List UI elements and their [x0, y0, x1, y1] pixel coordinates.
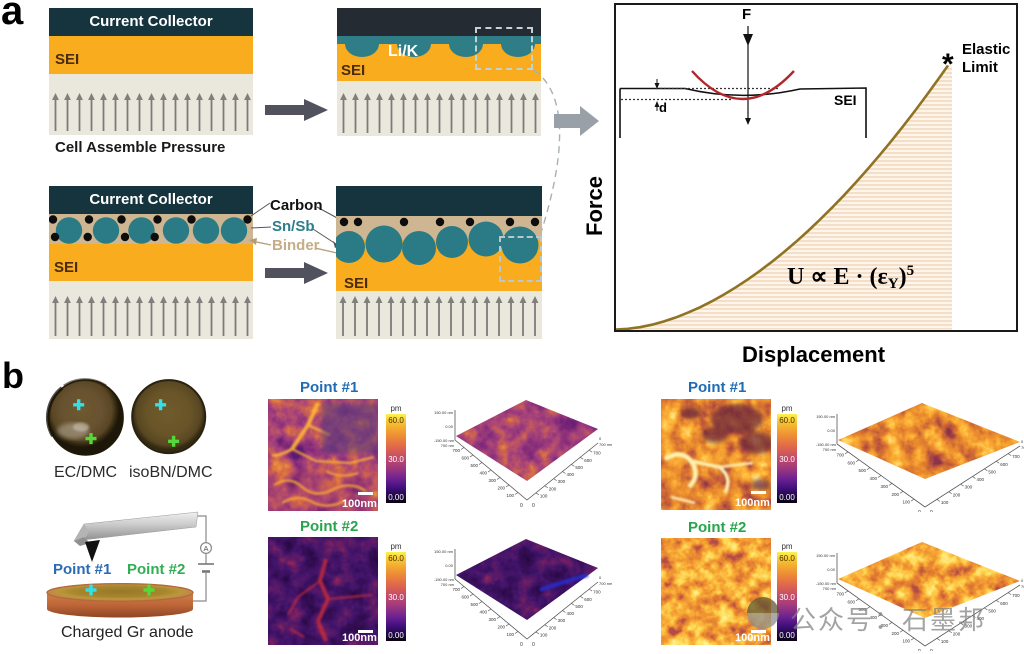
svg-text:0: 0 [1021, 439, 1024, 444]
svg-text:700: 700 [836, 452, 844, 457]
svg-text:500: 500 [575, 604, 583, 609]
svg-text:700 nm: 700 nm [441, 443, 455, 448]
svg-text:0: 0 [532, 503, 535, 509]
svg-text:0: 0 [918, 510, 921, 512]
svg-text:700: 700 [836, 591, 844, 596]
svg-text:100: 100 [941, 500, 949, 505]
svg-text:200: 200 [953, 631, 961, 636]
svg-text:200: 200 [549, 486, 557, 491]
svg-text:0: 0 [520, 642, 523, 648]
svg-text:700 nm: 700 nm [823, 447, 837, 452]
svg-text:150.00 nm: 150.00 nm [816, 414, 836, 419]
svg-text:0: 0 [930, 510, 933, 512]
svg-text:600: 600 [847, 599, 855, 604]
svg-text:0.00: 0.00 [445, 563, 454, 568]
svg-text:A: A [203, 544, 208, 553]
svg-text:700 nm: 700 nm [1021, 584, 1024, 589]
svg-text:700: 700 [1012, 593, 1020, 598]
svg-text:500: 500 [858, 468, 866, 473]
svg-text:300: 300 [965, 624, 973, 629]
svg-text:100: 100 [506, 493, 514, 498]
svg-text:100nm: 100nm [735, 632, 770, 644]
svg-text:400: 400 [869, 476, 877, 481]
svg-text:0: 0 [930, 649, 933, 651]
svg-text:700 nm: 700 nm [599, 442, 612, 447]
svg-text:100: 100 [902, 639, 910, 644]
svg-text:600: 600 [461, 456, 469, 461]
svg-text:300: 300 [488, 478, 496, 483]
svg-text:500: 500 [858, 607, 866, 612]
svg-text:100: 100 [540, 632, 548, 637]
svg-text:100: 100 [941, 639, 949, 644]
svg-text:200: 200 [891, 631, 899, 636]
svg-text:300: 300 [558, 479, 566, 484]
svg-text:600: 600 [461, 595, 469, 600]
svg-text:0: 0 [520, 503, 523, 509]
svg-text:700 nm: 700 nm [1021, 445, 1024, 450]
svg-text:300: 300 [488, 617, 496, 622]
svg-text:200: 200 [953, 492, 961, 497]
svg-text:-150.00 nm: -150.00 nm [816, 581, 837, 586]
svg-text:400: 400 [977, 616, 985, 621]
svg-text:700: 700 [452, 448, 460, 453]
svg-text:700: 700 [593, 451, 601, 456]
svg-text:150.00 nm: 150.00 nm [434, 549, 454, 554]
svg-text:150.00 nm: 150.00 nm [434, 410, 454, 415]
svg-text:300: 300 [880, 623, 888, 628]
svg-text:700: 700 [1012, 454, 1020, 459]
svg-text:100nm: 100nm [342, 632, 377, 644]
svg-text:0: 0 [599, 575, 602, 580]
svg-text:200: 200 [891, 492, 899, 497]
svg-text:0: 0 [1021, 578, 1024, 583]
svg-text:0: 0 [918, 649, 921, 651]
svg-text:600: 600 [584, 458, 592, 463]
svg-text:600: 600 [847, 460, 855, 465]
svg-text:0: 0 [599, 436, 602, 441]
svg-text:600: 600 [1000, 601, 1008, 606]
svg-text:500: 500 [988, 608, 996, 613]
svg-text:400: 400 [567, 611, 575, 616]
svg-text:400: 400 [479, 610, 487, 615]
svg-text:100: 100 [540, 493, 548, 498]
svg-text:0.00: 0.00 [827, 428, 836, 433]
svg-text:200: 200 [497, 486, 505, 491]
svg-text:600: 600 [584, 597, 592, 602]
svg-text:700: 700 [452, 587, 460, 592]
svg-text:300: 300 [965, 485, 973, 490]
svg-text:600: 600 [1000, 462, 1008, 467]
svg-text:-150.00 nm: -150.00 nm [434, 438, 455, 443]
svg-text:0: 0 [532, 642, 535, 648]
svg-text:700 nm: 700 nm [441, 582, 455, 587]
svg-text:0.00: 0.00 [445, 424, 454, 429]
svg-text:100nm: 100nm [342, 498, 377, 510]
svg-text:700 nm: 700 nm [823, 586, 837, 591]
svg-text:200: 200 [497, 625, 505, 630]
svg-text:150.00 nm: 150.00 nm [816, 553, 836, 558]
svg-text:700 nm: 700 nm [599, 581, 612, 586]
svg-text:300: 300 [880, 484, 888, 489]
svg-text:-150.00 nm: -150.00 nm [816, 442, 837, 447]
svg-text:-150.00 nm: -150.00 nm [434, 577, 455, 582]
svg-text:500: 500 [988, 469, 996, 474]
svg-text:300: 300 [558, 618, 566, 623]
svg-text:400: 400 [977, 477, 985, 482]
svg-text:0.00: 0.00 [827, 567, 836, 572]
svg-text:500: 500 [575, 465, 583, 470]
svg-text:500: 500 [470, 463, 478, 468]
svg-text:200: 200 [549, 625, 557, 630]
svg-text:500: 500 [470, 602, 478, 607]
svg-text:100: 100 [506, 632, 514, 637]
svg-text:100nm: 100nm [735, 497, 770, 509]
svg-text:100: 100 [902, 500, 910, 505]
svg-text:400: 400 [869, 615, 877, 620]
svg-text:700: 700 [593, 590, 601, 595]
svg-text:400: 400 [567, 472, 575, 477]
svg-text:400: 400 [479, 471, 487, 476]
